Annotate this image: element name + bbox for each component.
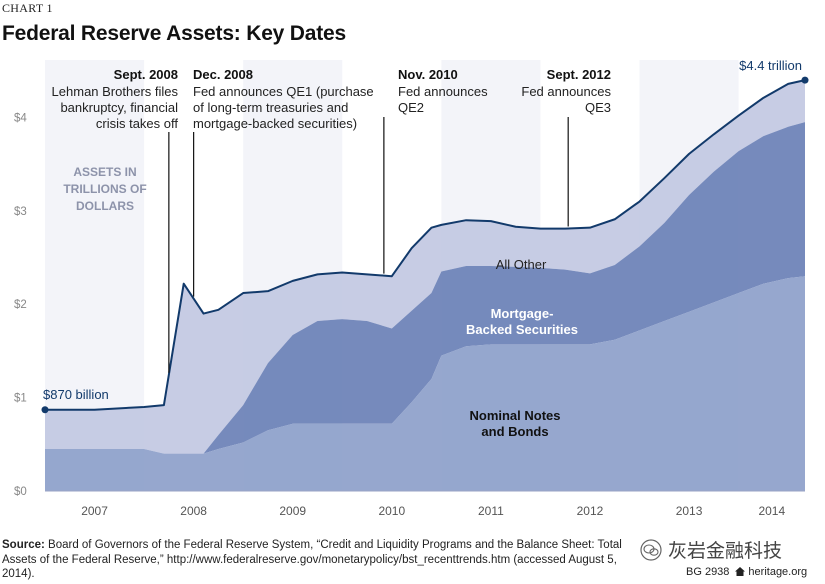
series-label: and Bonds [481,424,548,439]
area-nominal-notes-and-bonds [45,276,805,491]
units-label: DOLLARS [76,199,134,213]
wechat-icon [640,538,662,561]
x-tick-label: 2010 [378,504,405,518]
source-note: Source: Board of Governors of the Federa… [2,538,642,582]
annotation-text: Fed announces [521,84,611,99]
watermark: 灰岩金融科技 [640,536,782,563]
x-tick-label: 2012 [577,504,604,518]
end-value-label: $4.4 trillion [739,58,802,73]
y-tick-label: $3 [14,206,27,218]
area-mortgage-backed-securities [45,122,805,454]
area-all-other [45,80,805,454]
annotation-date: Sept. 2012 [547,67,611,82]
annotation-text: QE2 [398,100,424,115]
x-tick-label: 2007 [81,504,108,518]
units-label: TRILLIONS OF [63,182,146,196]
y-tick-label: $0 [14,486,27,498]
annotation-text: crisis takes off [96,116,179,131]
annotation-text: QE3 [585,100,611,115]
annotation-text: Fed announces QE1 (purchase [193,84,374,99]
units-label: ASSETS IN [73,165,136,179]
x-tick-label: 2008 [180,504,207,518]
start-point [41,406,49,414]
annotation-date: Nov. 2010 [398,67,458,82]
start-value-label: $870 billion [43,387,109,402]
annotation-text: mortgage-backed securities) [193,116,357,131]
x-tick-label: 2011 [478,504,504,518]
watermark-text: 灰岩金融科技 [668,541,783,562]
x-tick-label: 2014 [758,504,785,518]
source-label: Source: [2,539,45,551]
y-tick-label: $2 [14,299,27,311]
report-code-text: BG 2938 [686,566,730,578]
total-line [45,79,806,411]
annotation-text: Fed announces [398,84,488,99]
x-tick-label: 2009 [279,504,306,518]
house-icon [735,567,746,576]
annotation-text: of long-term treasuries and [193,100,348,115]
chart: $870 billion $4.4 trillion $0 $1 $2 $3 $4 2007 2… [14,58,809,518]
y-tick-label: $1 [14,393,27,405]
page-title: Federal Reserve Assets: Key Dates [2,22,346,45]
report-code: BG 2938 heritage.org [686,566,807,578]
y-tick-label: $4 [14,112,27,124]
annotation-date: Dec. 2008 [193,67,253,82]
annotation-text: bankruptcy, financial [60,100,178,115]
series-label: Nominal Notes [469,408,560,423]
series-label: All Other [496,257,547,272]
annotation-text: Lehman Brothers files [52,84,179,99]
chart-number: CHART 1 [2,1,53,15]
end-point [801,76,809,84]
annotation-date: Sept. 2008 [114,67,178,82]
series-label: Backed Securities [466,322,578,337]
source-text: Board of Governors of the Federal Reserv… [2,539,622,580]
site-link[interactable]: heritage.org [748,566,808,578]
series-label: Mortgage- [491,306,554,321]
x-tick-label: 2013 [676,504,703,518]
